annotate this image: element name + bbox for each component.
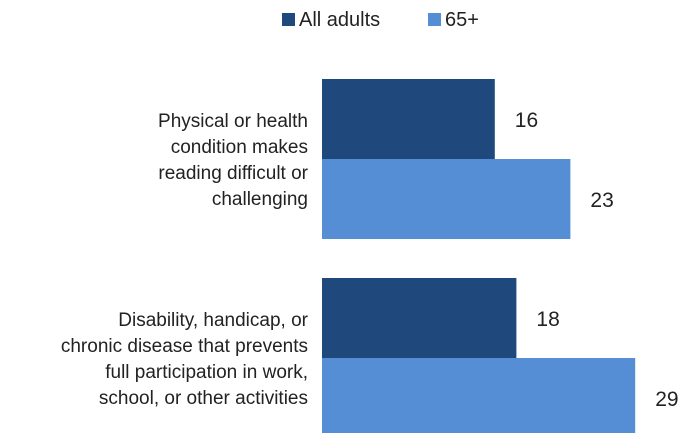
- category-label-0-line-2: reading difficult or: [158, 163, 308, 184]
- bar-0-1: [322, 159, 571, 239]
- category-label-0-line-0: Physical or health: [158, 111, 308, 132]
- data-label-1-0: 18: [536, 308, 559, 331]
- bar-1-0: [322, 278, 517, 358]
- data-label-1-1: 29: [655, 388, 678, 411]
- category-label-1-line-1: chronic disease that prevents: [61, 336, 308, 357]
- legend-swatch-0: [282, 13, 295, 26]
- category-label-0-line-1: condition makes: [171, 137, 308, 158]
- category-labels: Physical or health condition makes reading…: [61, 111, 309, 409]
- data-label-0-1: 23: [590, 189, 613, 212]
- data-labels: 16 23 18 29: [515, 109, 679, 411]
- legend-label-1: 65+: [445, 9, 479, 31]
- category-label-0-line-3: challenging: [212, 189, 308, 210]
- bar-1-1: [322, 358, 636, 433]
- legend: All adults 65+: [282, 9, 479, 31]
- bar-0-0: [322, 79, 495, 159]
- legend-swatch-1: [428, 13, 441, 26]
- category-label-1-line-0: Disability, handicap, or: [118, 310, 308, 331]
- bars: [322, 79, 636, 433]
- data-label-0-0: 16: [515, 109, 538, 132]
- category-label-1-line-2: full participation in work,: [105, 362, 308, 383]
- category-label-1-line-3: school, or other activities: [99, 388, 308, 409]
- legend-label-0: All adults: [299, 9, 380, 31]
